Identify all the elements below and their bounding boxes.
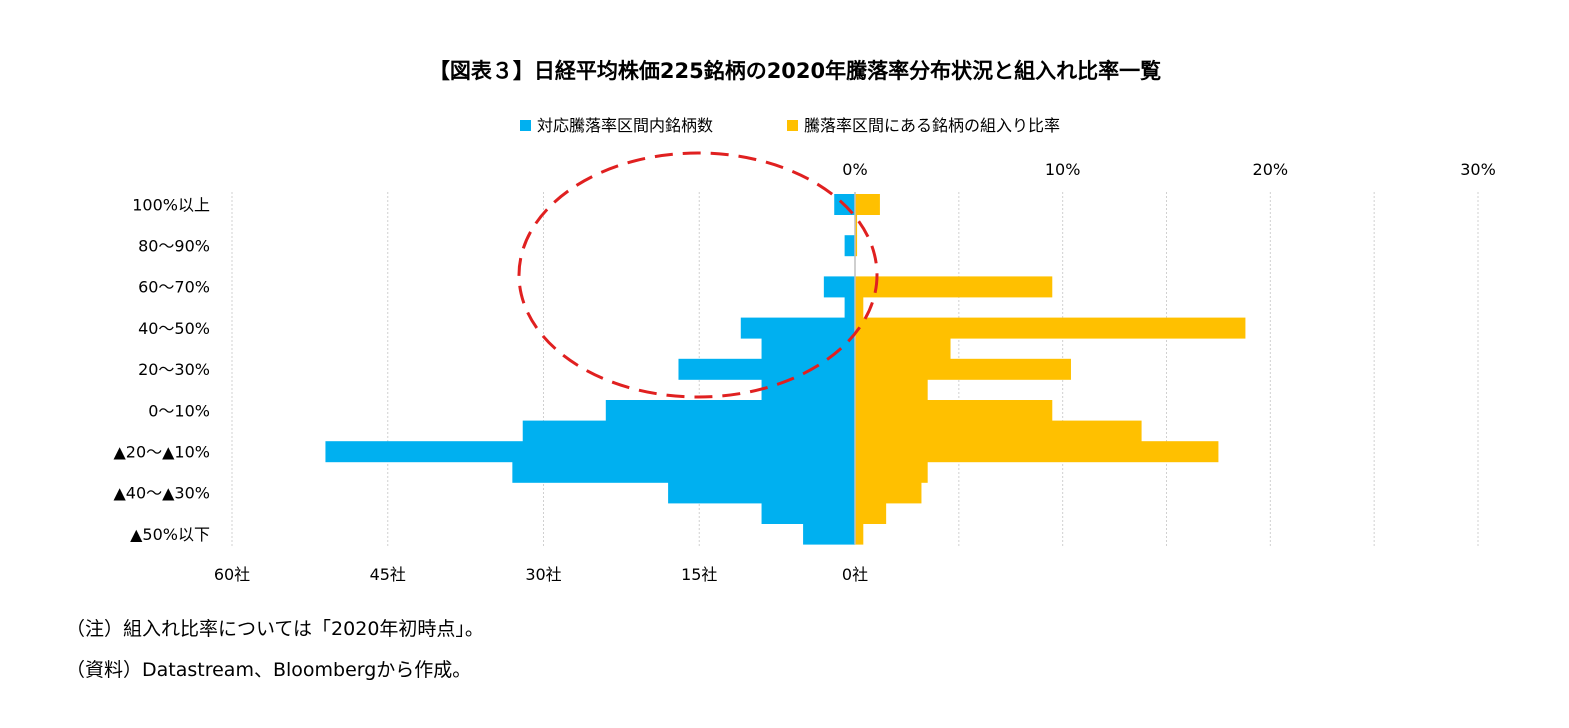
ratio-bar <box>855 276 1053 298</box>
count-bars <box>325 194 855 545</box>
category-label: 60～70% <box>138 278 210 297</box>
count-bar <box>844 297 855 318</box>
count-bar <box>761 338 855 360</box>
count-bar <box>844 235 855 257</box>
category-labels: 100%以上 80～90% 60～70% 40～50% 20～30% 0～10% ▲20～▲… <box>113 195 210 544</box>
count-bar <box>823 276 855 298</box>
ratio-bar <box>855 400 1053 421</box>
ratio-bar <box>855 523 864 545</box>
category-label: 40～50% <box>138 319 210 338</box>
category-label: 0～10% <box>148 401 210 420</box>
bottom-tick-label: 15社 <box>681 565 717 584</box>
category-label: ▲40～▲30% <box>113 484 210 503</box>
top-axis-ticks: 0% 10% 20% 30% <box>842 160 1495 179</box>
count-bar <box>761 379 855 401</box>
count-bar <box>761 503 855 524</box>
bottom-axis-ticks: 60社 45社 30社 15社 0社 <box>214 565 868 584</box>
top-tick-label: 10% <box>1045 160 1081 179</box>
ratio-bars <box>855 194 1246 545</box>
legend-swatch-count <box>520 120 531 131</box>
ratio-bar <box>855 297 864 318</box>
legend: 対応騰落率区間内銘柄数 騰落率区間にある銘柄の組入り比率 <box>520 116 1060 135</box>
ratio-bar <box>855 420 1142 442</box>
ratio-bar <box>855 379 928 401</box>
top-tick-label: 30% <box>1460 160 1496 179</box>
legend-label-count: 対応騰落率区間内銘柄数 <box>537 116 713 135</box>
count-bar <box>668 482 855 504</box>
count-bar <box>803 523 855 545</box>
category-label: 20～30% <box>138 360 210 379</box>
count-bar <box>522 420 855 442</box>
bottom-tick-label: 60社 <box>214 565 250 584</box>
count-bar <box>512 461 855 483</box>
category-label: ▲20～▲10% <box>113 443 210 462</box>
ratio-bar <box>855 235 858 257</box>
bottom-tick-label: 0社 <box>842 565 868 584</box>
bottom-tick-label: 30社 <box>525 565 561 584</box>
ratio-bar <box>855 338 951 360</box>
category-label: ▲50%以下 <box>130 525 210 544</box>
ratio-bar <box>855 503 887 524</box>
ratio-bar <box>855 214 858 236</box>
ratio-bar <box>855 317 1246 339</box>
note-composition: （注）組入れ比率については「2020年初時点」。 <box>66 618 484 640</box>
category-label: 100%以上 <box>132 195 210 214</box>
top-tick-label: 20% <box>1253 160 1289 179</box>
legend-swatch-ratio <box>787 120 798 131</box>
ratio-bar <box>855 194 880 215</box>
ratio-bar <box>855 461 928 483</box>
count-bar <box>740 317 855 339</box>
bottom-tick-label: 45社 <box>370 565 406 584</box>
ratio-bar <box>855 358 1071 380</box>
category-label: 80～90% <box>138 237 210 256</box>
top-tick-label: 0% <box>842 160 867 179</box>
ratio-bar <box>855 441 1219 463</box>
annotation-dashed-ellipse <box>517 151 879 399</box>
chart: 【図表３】日経平均株価225銘柄の2020年騰落率分布状況と組入れ比率一覧 対応… <box>113 59 1495 584</box>
ratio-bar <box>855 482 922 504</box>
count-bar <box>325 441 855 463</box>
count-bar <box>605 400 855 421</box>
note-source: （資料）Datastream、Bloombergから作成。 <box>66 659 472 681</box>
chart-title: 【図表３】日経平均株価225銘柄の2020年騰落率分布状況と組入れ比率一覧 <box>429 59 1161 83</box>
count-bar <box>678 358 855 380</box>
legend-label-ratio: 騰落率区間にある銘柄の組入り比率 <box>804 116 1060 135</box>
